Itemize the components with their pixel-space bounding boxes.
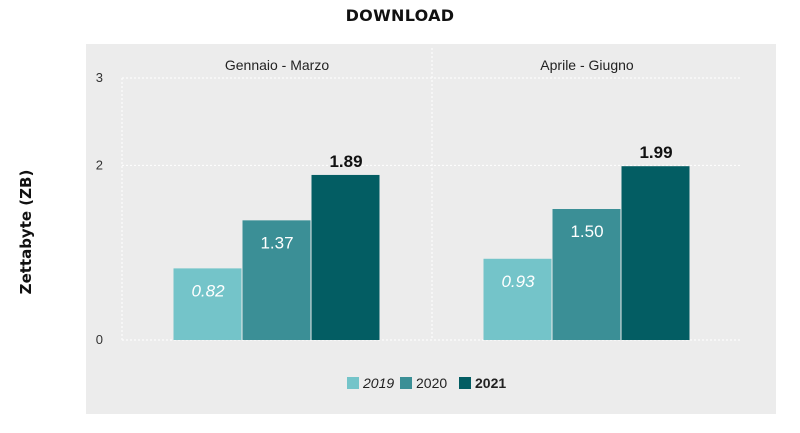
y-tick-label: 2 [96, 157, 103, 172]
panel-title: Gennaio - Marzo [225, 57, 329, 73]
bar-2019 [483, 258, 552, 340]
legend-swatch [347, 377, 359, 389]
y-tick-label: 3 [96, 70, 103, 85]
panel-title: Aprile - Giugno [540, 57, 634, 73]
bar-2021 [311, 174, 380, 340]
legend-label: 2020 [416, 375, 447, 391]
data-label: 0.82 [191, 281, 225, 300]
chart-title: DOWNLOAD [345, 6, 455, 25]
data-label: 1.89 [329, 152, 362, 171]
legend-swatch [400, 377, 412, 389]
data-label: 0.93 [501, 272, 535, 291]
legend-label: 2019 [362, 375, 394, 391]
legend-swatch [459, 377, 471, 389]
data-label: 1.37 [260, 233, 293, 252]
data-label: 1.50 [570, 222, 603, 241]
y-tick-label: 0 [96, 332, 103, 347]
bar-2021 [621, 166, 690, 340]
bar-2020 [242, 220, 311, 340]
data-label: 1.99 [639, 143, 672, 162]
legend-label: 2021 [475, 375, 506, 391]
bar-2019 [173, 268, 242, 340]
bar-2020 [552, 209, 621, 340]
